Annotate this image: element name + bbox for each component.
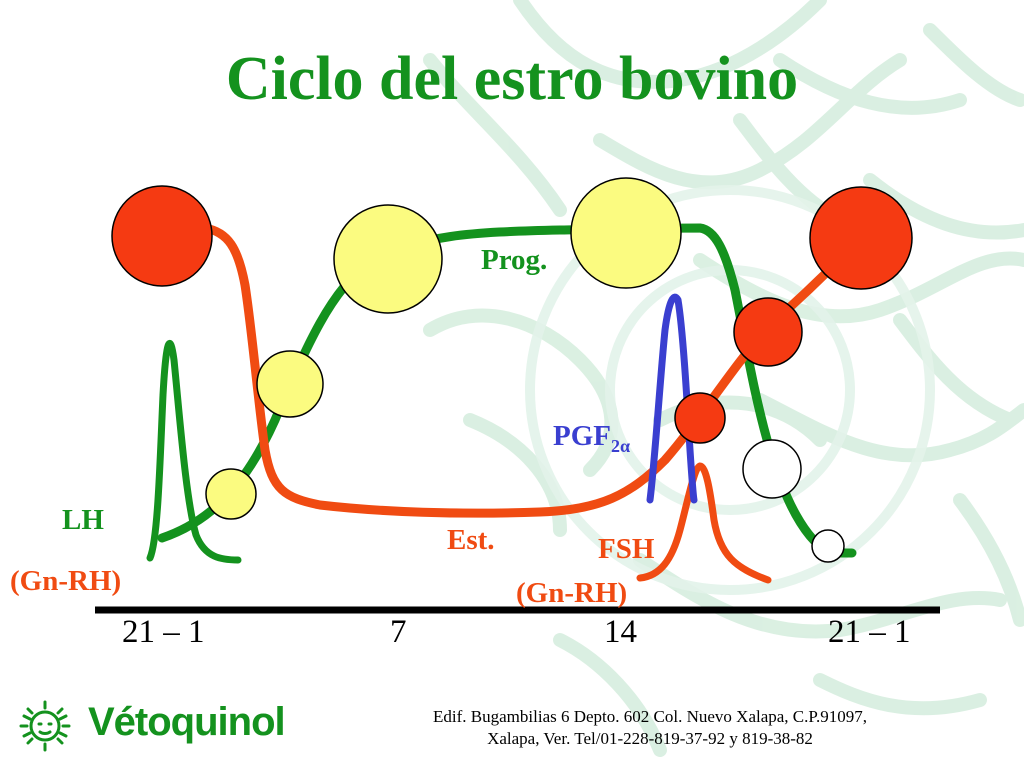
lh-curve	[146, 340, 242, 564]
fsh-curve	[636, 462, 772, 584]
footer-line-2: Xalapa, Ver. Tel/01-228-819-37-92 y 819-…	[487, 729, 813, 748]
yellow-corpus-luteum-peak	[570, 177, 682, 289]
red-follicle-medium	[733, 297, 803, 367]
white-corpus-regressing-small	[811, 529, 845, 563]
lh-gnrh-label: (Gn-RH)	[10, 565, 122, 597]
fsh-label: FSH	[598, 533, 655, 565]
pgf2a-label-main: PGF	[553, 420, 611, 452]
yellow-corpus-luteum-medium	[256, 350, 324, 418]
lh-label: LH	[62, 504, 104, 536]
axis-tick-day-21-1-end: 21 – 1	[828, 614, 911, 650]
axis-tick-day-14: 14	[604, 614, 637, 650]
lion-emblem-icon	[19, 700, 71, 752]
footer-address: Edif. Bugambilias 6 Depto. 602 Col. Nuev…	[370, 706, 930, 750]
axis-tick-day-7: 7	[390, 614, 407, 650]
progesterone-label: Prog.	[481, 244, 548, 276]
pgf2a-label: PGF2α	[553, 420, 630, 457]
red-follicle-large-right	[809, 186, 913, 290]
pgf2a-label-subscript: 2α	[611, 435, 631, 456]
pgf2a-curve	[646, 293, 698, 504]
footer-line-1: Edif. Bugambilias 6 Depto. 602 Col. Nuev…	[433, 707, 867, 726]
vetoquinol-logo: Vétoquinol	[12, 698, 292, 754]
red-follicle-small	[674, 392, 726, 444]
axis-tick-day-21-1-start: 21 – 1	[122, 614, 205, 650]
estrogen-label: Est.	[447, 524, 495, 556]
red-follicle-large-left	[111, 185, 213, 287]
yellow-corpus-luteum-large	[333, 204, 443, 314]
yellow-corpus-luteum-small	[205, 468, 257, 520]
white-corpus-regressing-medium	[742, 439, 802, 499]
fsh-gnrh-label: (Gn-RH)	[516, 577, 628, 609]
slide-title: Ciclo del estro bovino	[225, 45, 799, 113]
vetoquinol-logo-text: Vétoquinol	[88, 700, 286, 744]
